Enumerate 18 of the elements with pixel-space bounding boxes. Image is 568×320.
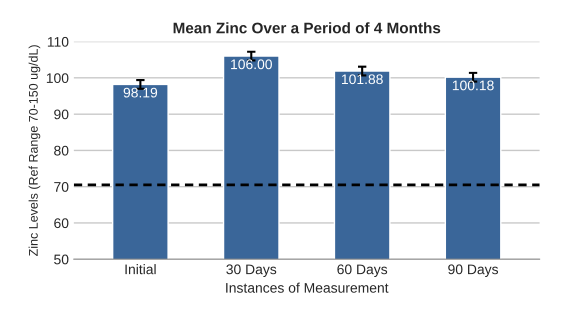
x-tick-label: Initial [125, 264, 156, 274]
y-axis-title: Zinc Levels (Ref Range 70-150 ug/dL) [28, 45, 40, 256]
data-label: 101.88 [342, 74, 383, 84]
chart-title: Mean Zinc Over a Period of 4 Months [174, 22, 440, 34]
x-tick-label: 90 Days [448, 264, 498, 278]
y-tick-label: 50 [54, 254, 68, 264]
y-tick-label: 60 [54, 218, 68, 228]
x-axis-title: Instances of Measurement [226, 282, 388, 293]
x-tick-label: 30 Days [226, 264, 276, 278]
x-tick-label: 60 Days [337, 264, 388, 278]
y-tick-label: 100 [46, 73, 68, 84]
y-tick-label: 80 [54, 146, 68, 156]
data-label: 100.18 [452, 80, 494, 90]
y-tick-label: 70 [54, 182, 68, 192]
data-label: 98.19 [124, 88, 158, 98]
y-tick-label: 90 [54, 109, 68, 120]
y-tick-label: 110 [48, 36, 68, 47]
data-label: 106.00 [231, 59, 272, 70]
